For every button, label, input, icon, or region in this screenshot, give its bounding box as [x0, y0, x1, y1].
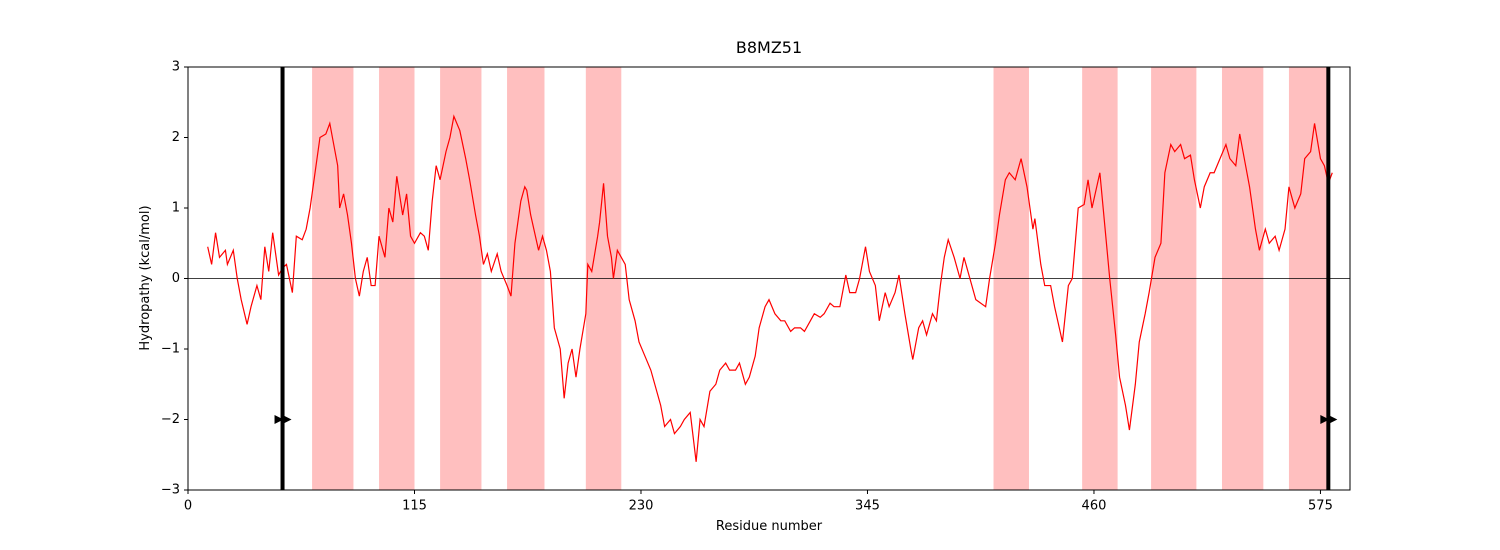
y-tick-label: −2	[161, 412, 180, 427]
x-tick-label: 345	[855, 499, 880, 514]
y-tick-label: 0	[172, 271, 180, 286]
y-tick-label: −3	[161, 483, 180, 498]
x-tick-label: 575	[1308, 499, 1333, 514]
hydropathy-line	[207, 114, 1333, 462]
chart-title: B8MZ51	[736, 38, 802, 57]
marker	[282, 415, 292, 424]
y-tick-label: 2	[172, 130, 180, 145]
marker	[274, 415, 284, 424]
marker	[1320, 415, 1330, 424]
x-tick-label: 115	[402, 499, 427, 514]
x-axis-label: Residue number	[716, 519, 823, 534]
x-tick-label: 230	[629, 499, 654, 514]
y-tick-label: 1	[172, 201, 180, 216]
y-tick-label: 3	[172, 60, 180, 75]
x-tick-label: 0	[184, 499, 192, 514]
y-axis-label: Hydropathy (kcal/mol)	[138, 205, 153, 350]
x-tick-label: 460	[1082, 499, 1107, 514]
marker	[1328, 415, 1338, 424]
y-tick-label: −1	[161, 342, 180, 357]
